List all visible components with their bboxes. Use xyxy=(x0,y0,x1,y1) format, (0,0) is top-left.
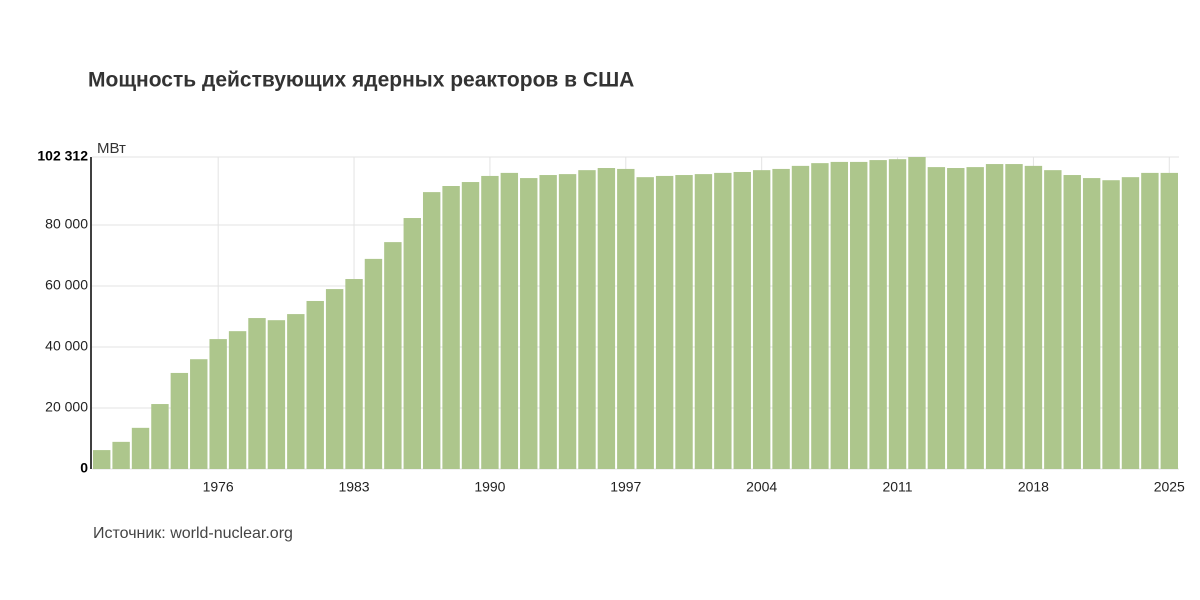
bar xyxy=(694,174,713,469)
bar xyxy=(131,427,150,469)
bar xyxy=(384,242,402,469)
bar xyxy=(927,167,946,470)
bar xyxy=(947,168,965,470)
source: Источник: world-nuclear.org xyxy=(93,525,293,542)
bar xyxy=(1160,172,1178,469)
bar xyxy=(364,258,383,469)
bar xyxy=(209,339,227,469)
bar xyxy=(422,192,441,470)
bar xyxy=(811,163,829,469)
bar xyxy=(772,168,790,469)
bar xyxy=(655,175,674,469)
bar xyxy=(636,177,654,469)
x-tick-label: 1976 xyxy=(203,479,234,495)
bar xyxy=(1063,175,1081,469)
y-tick-label: 40 000 xyxy=(45,338,88,354)
bar xyxy=(1044,170,1062,470)
bar xyxy=(597,168,616,470)
y-tick-label: 0 xyxy=(80,460,88,476)
y-tick-label: 20 000 xyxy=(45,399,88,415)
bar xyxy=(966,167,984,470)
bar xyxy=(733,171,751,469)
bar xyxy=(248,318,266,469)
bar xyxy=(752,170,771,470)
bar xyxy=(617,168,635,469)
bar xyxy=(908,157,926,469)
x-tick-label: 1997 xyxy=(610,479,641,495)
bar xyxy=(830,161,849,470)
bar xyxy=(345,279,363,469)
bar xyxy=(306,300,324,469)
bar xyxy=(481,175,499,469)
bar xyxy=(403,218,421,469)
x-tick-label: 1990 xyxy=(474,479,505,495)
bar xyxy=(500,172,519,469)
bar xyxy=(442,186,460,469)
bar xyxy=(228,331,247,469)
bar xyxy=(170,372,189,469)
bar xyxy=(287,314,305,469)
bar xyxy=(1121,177,1140,469)
bar xyxy=(850,161,868,470)
bar xyxy=(558,174,577,469)
chart-title: Мощность действующих ядерных реакторов в… xyxy=(88,69,634,92)
bar xyxy=(325,289,344,469)
bar xyxy=(93,450,111,469)
bar xyxy=(985,164,1004,470)
bar xyxy=(1141,172,1159,469)
x-tick-label: 2011 xyxy=(882,479,912,495)
bar xyxy=(791,165,810,469)
bar xyxy=(267,320,286,469)
x-tick-label: 2025 xyxy=(1154,479,1185,495)
bar xyxy=(520,178,538,469)
bar xyxy=(539,175,557,469)
y-tick-label: 60 000 xyxy=(45,277,88,293)
y-tick-label: 80 000 xyxy=(45,216,88,232)
bar xyxy=(1005,164,1023,470)
y-unit: МВт xyxy=(97,140,126,157)
bar xyxy=(1024,165,1043,469)
bar xyxy=(1102,180,1120,469)
bar xyxy=(461,182,480,469)
x-tick-label: 2018 xyxy=(1018,479,1049,495)
bar xyxy=(714,172,732,469)
bar xyxy=(675,175,693,469)
bar xyxy=(151,404,169,469)
x-tick-label: 1983 xyxy=(338,479,369,495)
bar xyxy=(112,441,130,469)
x-tick-label: 2004 xyxy=(746,479,777,495)
bar xyxy=(869,160,887,469)
bar xyxy=(888,159,907,469)
bar xyxy=(190,359,208,469)
bar xyxy=(1082,178,1101,469)
y-tick-label: 102 312 xyxy=(37,148,88,164)
bar xyxy=(578,170,596,470)
